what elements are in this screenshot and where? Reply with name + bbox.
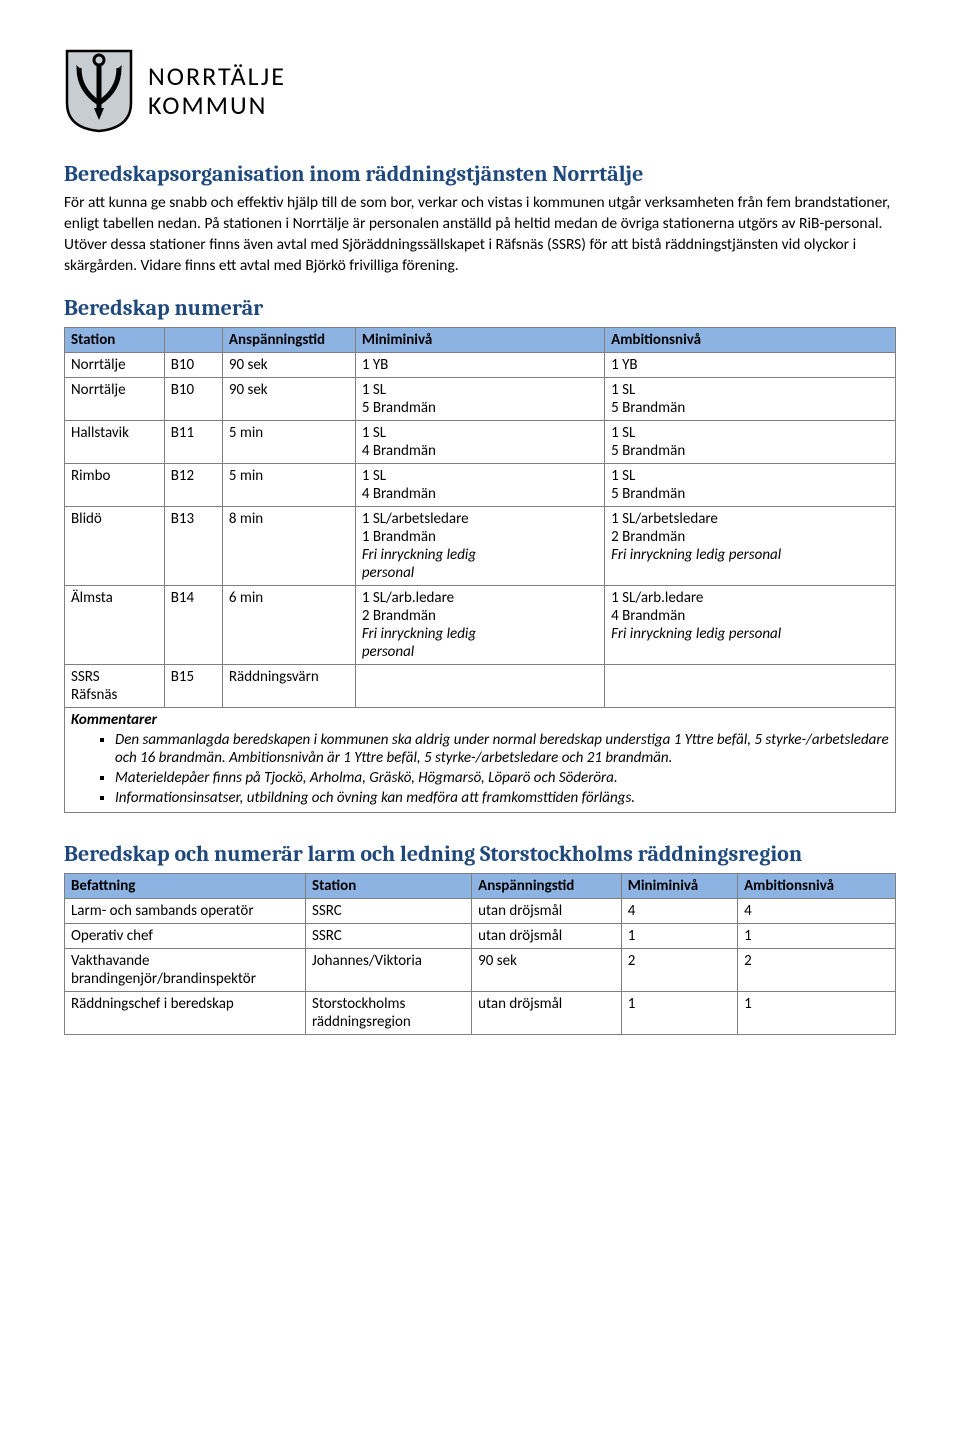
cell: 1	[621, 991, 737, 1034]
cell: Vakthavande brandingenjör/brandinspektör	[65, 948, 306, 991]
cell: 4	[621, 898, 737, 923]
kommentar-item: Materieldepåer finns på Tjockö, Arholma,…	[115, 769, 889, 787]
cell-code: B10	[164, 377, 222, 420]
cell: Operativ chef	[65, 923, 306, 948]
intro-paragraph: För att kunna ge snabb och effektiv hjäl…	[64, 193, 896, 277]
cell-ambitionsniva: 1 SL5 Brandmän	[605, 420, 896, 463]
th-blank	[164, 327, 222, 352]
th-miniminiva: Miniminivå	[355, 327, 604, 352]
table-row: Räddningschef i beredskapStorstockholms …	[65, 991, 896, 1034]
table-row: Larm- och sambands operatörSSRCutan dröj…	[65, 898, 896, 923]
table-row: BlidöB138 min1 SL/arbetsledare1 Brandmän…	[65, 506, 896, 585]
cell: 4	[738, 898, 896, 923]
cell-ambitionsniva	[605, 664, 896, 707]
cell: utan dröjsmål	[472, 991, 622, 1034]
cell-station: Norrtälje	[65, 377, 165, 420]
table-beredskap-numerar: Station Anspänningstid Miniminivå Ambiti…	[64, 327, 896, 813]
kommentar-label: Kommentarer	[71, 711, 157, 729]
th-station: Station	[65, 327, 165, 352]
cell-code: B14	[164, 585, 222, 664]
cell-ambitionsniva: 1 YB	[605, 352, 896, 377]
cell-miniminiva	[355, 664, 604, 707]
cell-code: B13	[164, 506, 222, 585]
heading-larm-ledning: Beredskap och numerär larm och ledning S…	[64, 841, 896, 867]
th2-anspanningstid: Anspänningstid	[472, 873, 622, 898]
cell: 1	[738, 923, 896, 948]
cell: 90 sek	[472, 948, 622, 991]
table-row: ÄlmstaB146 min1 SL/arb.ledare2 BrandmänF…	[65, 585, 896, 664]
table-row: NorrtäljeB1090 sek1 SL5 Brandmän1 SL5 Br…	[65, 377, 896, 420]
cell-anspanningstid: 6 min	[222, 585, 355, 664]
cell-miniminiva: 1 SL5 Brandmän	[355, 377, 604, 420]
table-row: Vakthavande brandingenjör/brandinspektör…	[65, 948, 896, 991]
cell-anspanningstid: 90 sek	[222, 352, 355, 377]
cell-miniminiva: 1 SL4 Brandmän	[355, 463, 604, 506]
logo-text: NORRTÄLJE KOMMUN	[148, 62, 286, 119]
kommentar-list: Den sammanlagda beredskapen i kommunen s…	[71, 731, 889, 807]
table-larm-ledning: Befattning Station Anspänningstid Minimi…	[64, 873, 896, 1035]
cell-ambitionsniva: 1 SL5 Brandmän	[605, 463, 896, 506]
table-row: Operativ chefSSRCutan dröjsmål11	[65, 923, 896, 948]
th2-ambitionsniva: Ambitionsnivå	[738, 873, 896, 898]
logo-block: NORRTÄLJE KOMMUN	[64, 48, 896, 133]
cell: Storstockholms räddningsregion	[305, 991, 471, 1034]
cell-ambitionsniva: 1 SL5 Brandmän	[605, 377, 896, 420]
cell-miniminiva: 1 SL/arbetsledare1 BrandmänFri inrycknin…	[355, 506, 604, 585]
table-header-row: Station Anspänningstid Miniminivå Ambiti…	[65, 327, 896, 352]
cell-station: Hallstavik	[65, 420, 165, 463]
cell-station: Rimbo	[65, 463, 165, 506]
cell-ambitionsniva: 1 SL/arb.ledare4 BrandmänFri inryckning …	[605, 585, 896, 664]
cell: 1	[621, 923, 737, 948]
cell-station: SSRSRäfsnäs	[65, 664, 165, 707]
cell: Johannes/Viktoria	[305, 948, 471, 991]
logo-shield-icon	[64, 48, 134, 133]
kommentar-item: Informationsinsatser, utbildning och övn…	[115, 789, 889, 807]
heading-org: Beredskapsorganisation inom räddningstjä…	[64, 161, 896, 187]
heading-numerar: Beredskap numerär	[64, 295, 896, 321]
th2-station: Station	[305, 873, 471, 898]
cell-anspanningstid: 8 min	[222, 506, 355, 585]
cell: 2	[621, 948, 737, 991]
kommentar-item: Den sammanlagda beredskapen i kommunen s…	[115, 731, 889, 767]
table-kommentar-row: Kommentarer Den sammanlagda beredskapen …	[65, 707, 896, 812]
cell-anspanningstid: Räddningsvärn	[222, 664, 355, 707]
cell: Räddningschef i beredskap	[65, 991, 306, 1034]
cell: 1	[738, 991, 896, 1034]
cell: 2	[738, 948, 896, 991]
cell-anspanningstid: 5 min	[222, 420, 355, 463]
cell-station: Blidö	[65, 506, 165, 585]
cell: utan dröjsmål	[472, 923, 622, 948]
table-row: SSRSRäfsnäsB15Räddningsvärn	[65, 664, 896, 707]
logo-line1: NORRTÄLJE	[148, 62, 286, 91]
cell: SSRC	[305, 923, 471, 948]
cell-code: B15	[164, 664, 222, 707]
th-ambitionsniva: Ambitionsnivå	[605, 327, 896, 352]
cell-code: B10	[164, 352, 222, 377]
table-row: HallstavikB115 min1 SL4 Brandmän1 SL5 Br…	[65, 420, 896, 463]
cell-miniminiva: 1 SL4 Brandmän	[355, 420, 604, 463]
cell-station: Norrtälje	[65, 352, 165, 377]
cell-code: B11	[164, 420, 222, 463]
cell-anspanningstid: 90 sek	[222, 377, 355, 420]
th2-befattning: Befattning	[65, 873, 306, 898]
cell: utan dröjsmål	[472, 898, 622, 923]
kommentar-cell: Kommentarer Den sammanlagda beredskapen …	[65, 707, 896, 812]
cell: SSRC	[305, 898, 471, 923]
cell-code: B12	[164, 463, 222, 506]
th-anspanningstid: Anspänningstid	[222, 327, 355, 352]
logo-line2: KOMMUN	[148, 91, 286, 120]
cell-ambitionsniva: 1 SL/arbetsledare2 BrandmänFri inrycknin…	[605, 506, 896, 585]
cell-miniminiva: 1 SL/arb.ledare2 BrandmänFri inryckning …	[355, 585, 604, 664]
th2-miniminiva: Miniminivå	[621, 873, 737, 898]
table-row: NorrtäljeB1090 sek1 YB1 YB	[65, 352, 896, 377]
table2-header-row: Befattning Station Anspänningstid Minimi…	[65, 873, 896, 898]
cell: Larm- och sambands operatör	[65, 898, 306, 923]
cell-anspanningstid: 5 min	[222, 463, 355, 506]
cell-station: Älmsta	[65, 585, 165, 664]
cell-miniminiva: 1 YB	[355, 352, 604, 377]
table-row: RimboB125 min1 SL4 Brandmän1 SL5 Brandmä…	[65, 463, 896, 506]
